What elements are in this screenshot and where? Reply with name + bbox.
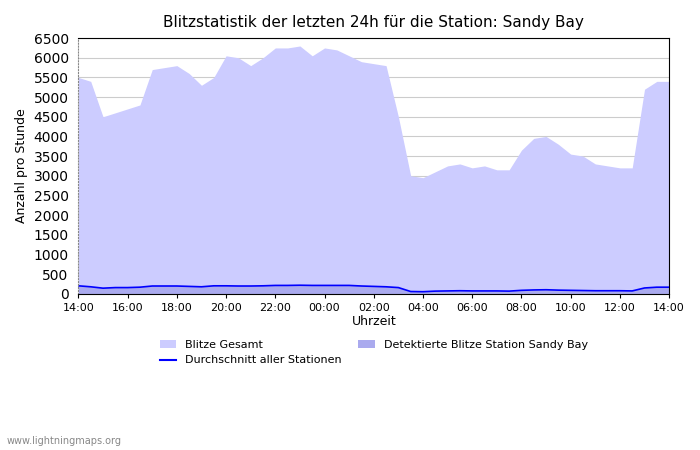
Title: Blitzstatistik der letzten 24h für die Station: Sandy Bay: Blitzstatistik der letzten 24h für die S… (163, 15, 584, 30)
Y-axis label: Anzahl pro Stunde: Anzahl pro Stunde (15, 108, 28, 223)
Legend: Blitze Gesamt, Durchschnitt aller Stationen, Detektierte Blitze Station Sandy Ba: Blitze Gesamt, Durchschnitt aller Statio… (155, 335, 592, 370)
Text: www.lightningmaps.org: www.lightningmaps.org (7, 436, 122, 446)
X-axis label: Uhrzeit: Uhrzeit (351, 315, 396, 328)
